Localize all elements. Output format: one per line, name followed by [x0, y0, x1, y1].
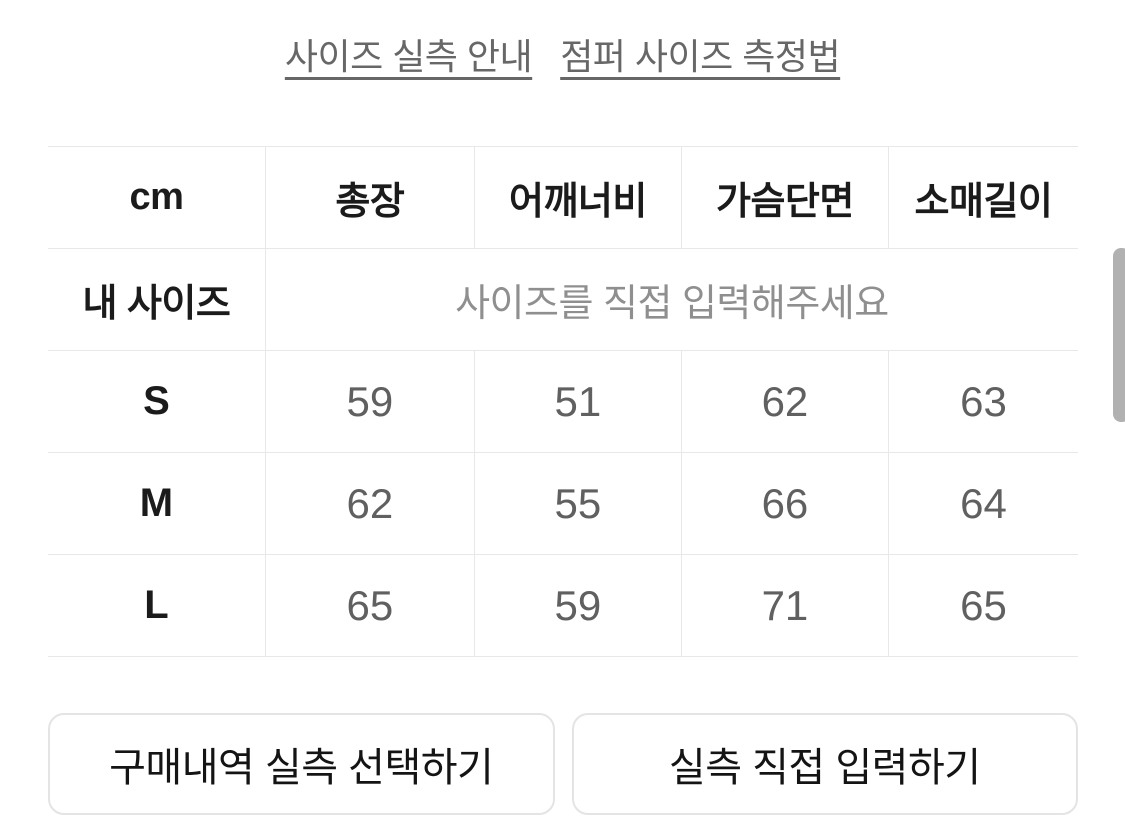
my-size-row: 내 사이즈 사이즈를 직접 입력해주세요 [48, 248, 1078, 351]
table-row-size-l: L 65 59 71 65 [48, 554, 1078, 657]
my-size-label: 내 사이즈 [82, 283, 231, 325]
value-s-total-length: 59 [346, 377, 394, 425]
scrollbar-thumb[interactable] [1113, 248, 1125, 422]
link-jumper-size-method[interactable]: 점퍼 사이즈 측정법 [560, 36, 841, 77]
column-header-shoulder-width: 어깨너비 [508, 181, 647, 223]
action-buttons-row: 구매내역 실측 선택하기 실측 직접 입력하기 [48, 713, 1078, 815]
table-row-size-m: M 62 55 66 64 [48, 452, 1078, 555]
table-row-size-s: S 59 51 62 63 [48, 350, 1078, 453]
value-l-total-length: 65 [346, 581, 394, 629]
size-label-s: S [143, 379, 170, 423]
enter-measurements-directly-button[interactable]: 실측 직접 입력하기 [571, 713, 1078, 815]
my-size-placeholder[interactable]: 사이즈를 직접 입력해주세요 [455, 283, 889, 325]
value-m-total-length: 62 [346, 479, 394, 527]
my-size-input-cell[interactable]: 사이즈를 직접 입력해주세요 [264, 248, 1078, 351]
column-header-unit: cm [129, 176, 184, 218]
value-m-chest-width: 66 [761, 479, 809, 527]
value-l-sleeve-length: 65 [960, 581, 1007, 629]
value-s-sleeve-length: 63 [960, 377, 1007, 425]
column-header-total-length: 총장 [335, 181, 405, 223]
value-m-sleeve-length: 64 [960, 479, 1007, 527]
value-s-shoulder-width: 51 [554, 377, 602, 425]
size-table-container: cm 총장 어깨너비 가슴단면 소매길이 내 사이즈 사이즈를 직접 입력해주세… [48, 146, 1078, 657]
link-size-measure-guide[interactable]: 사이즈 실측 안내 [284, 36, 533, 77]
value-l-chest-width: 71 [761, 581, 809, 629]
value-l-shoulder-width: 59 [554, 581, 602, 629]
select-purchase-measurements-button[interactable]: 구매내역 실측 선택하기 [48, 713, 555, 815]
value-s-chest-width: 62 [761, 377, 809, 425]
header-links: 사이즈 실측 안내 점퍼 사이즈 측정법 [0, 0, 1125, 80]
column-header-sleeve-length: 소매길이 [914, 181, 1053, 223]
size-table: cm 총장 어깨너비 가슴단면 소매길이 내 사이즈 사이즈를 직접 입력해주세… [48, 146, 1078, 657]
size-label-l: L [144, 583, 169, 627]
value-m-shoulder-width: 55 [554, 479, 602, 527]
column-header-chest-width: 가슴단면 [716, 181, 854, 223]
size-label-m: M [139, 481, 174, 525]
table-header-row: cm 총장 어깨너비 가슴단면 소매길이 [48, 146, 1078, 249]
